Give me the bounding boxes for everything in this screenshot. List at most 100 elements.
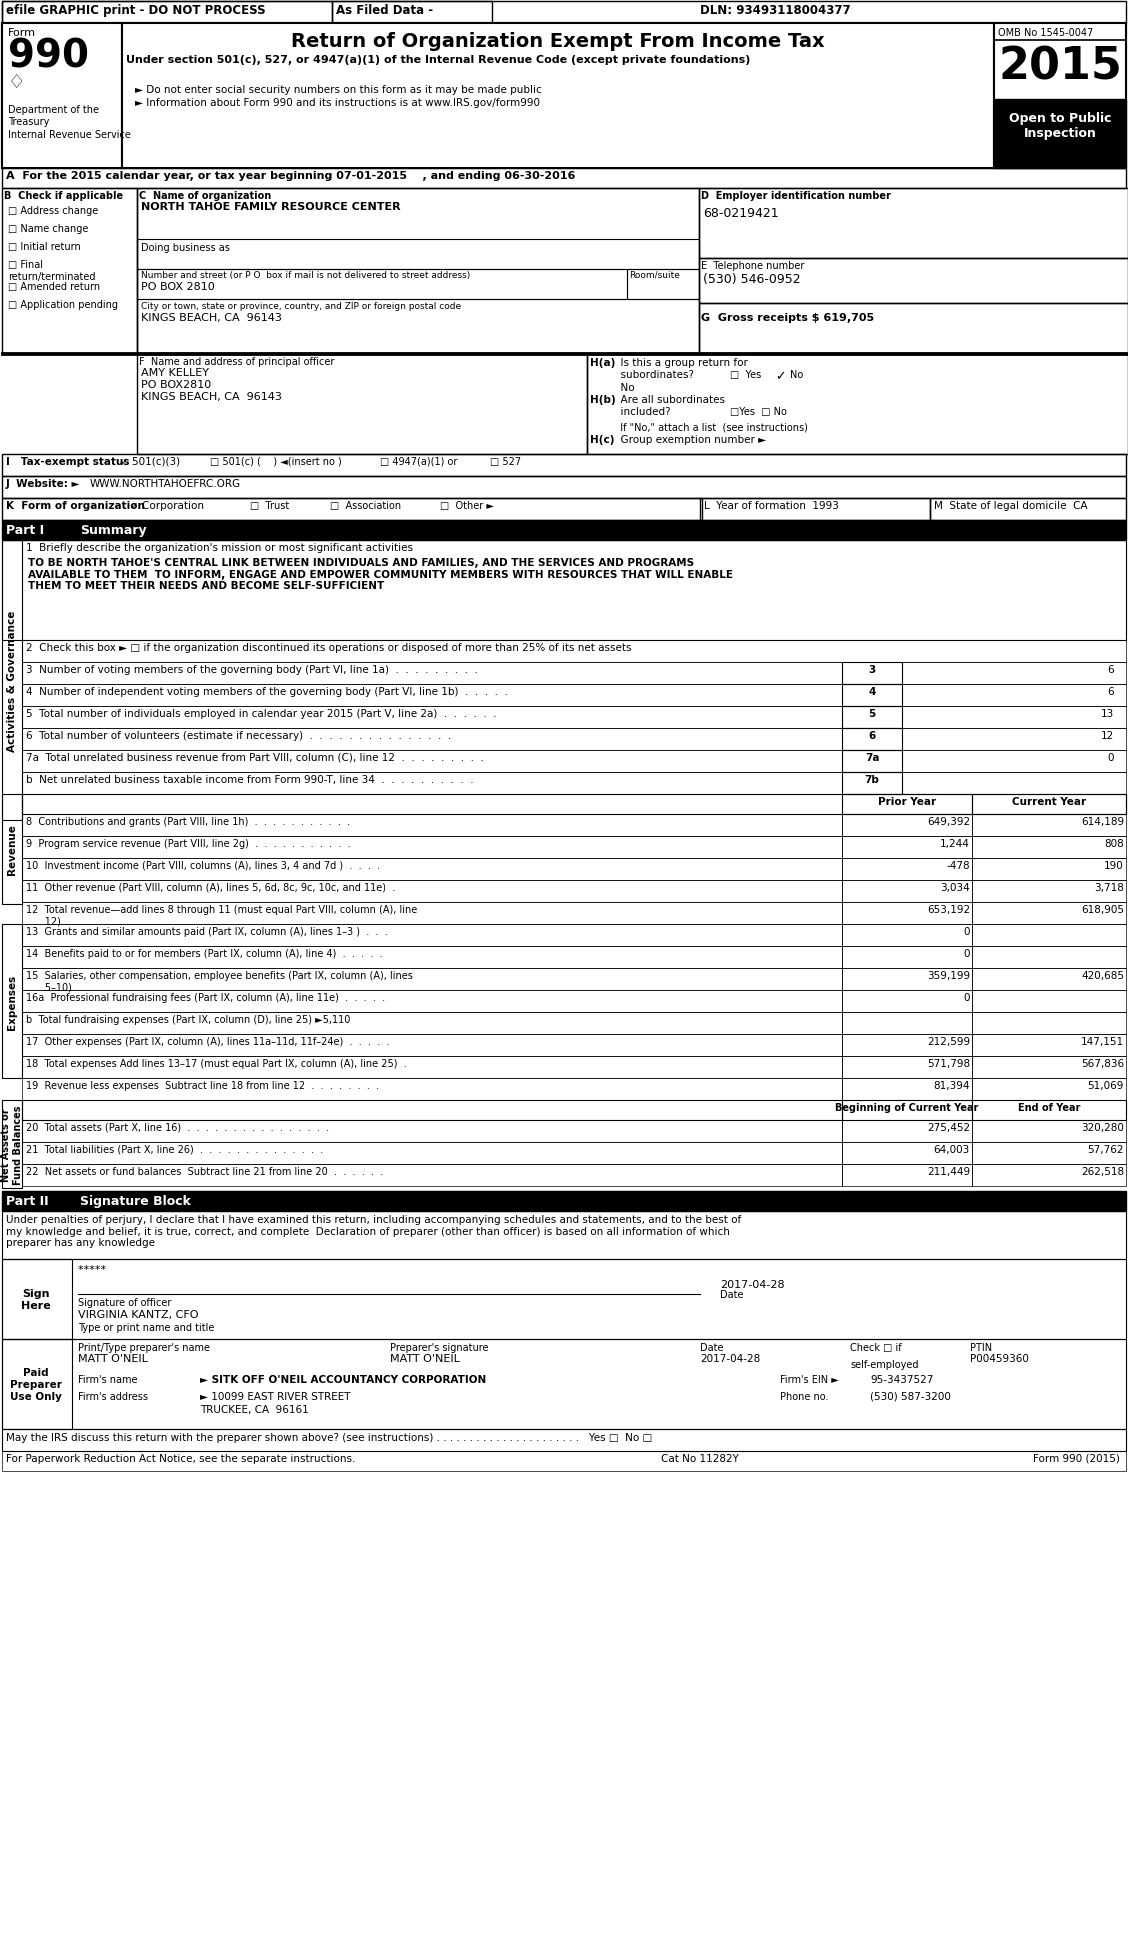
- Text: L  Year of formation  1993: L Year of formation 1993: [704, 500, 839, 510]
- Text: 7b: 7b: [864, 774, 880, 785]
- Text: 19  Revenue less expenses  Subtract line 18 from line 12  .  .  .  .  .  .  .  .: 19 Revenue less expenses Subtract line 1…: [26, 1080, 379, 1090]
- Text: 567,836: 567,836: [1081, 1059, 1123, 1068]
- Bar: [841, 772, 902, 795]
- Bar: [972, 836, 1126, 859]
- Text: ♢: ♢: [8, 74, 26, 91]
- Text: □ Initial return: □ Initial return: [8, 242, 81, 252]
- Bar: [23, 684, 841, 706]
- Bar: [23, 991, 841, 1012]
- Text: 6  Total number of volunteers (estimate if necessary)  .  .  .  .  .  .  .  .  .: 6 Total number of volunteers (estimate i…: [26, 731, 451, 741]
- Text: No: No: [790, 370, 803, 380]
- Text: Form 990 (2015): Form 990 (2015): [1033, 1452, 1120, 1464]
- Bar: [2, 1101, 23, 1189]
- Bar: [2, 2, 332, 23]
- Text: b  Net unrelated business taxable income from Form 990-T, line 34  .  .  .  .  .: b Net unrelated business taxable income …: [26, 774, 474, 785]
- Text: KINGS BEACH, CA  96143: KINGS BEACH, CA 96143: [141, 312, 282, 322]
- Text: 6: 6: [1108, 686, 1114, 696]
- Text: P00459360: P00459360: [970, 1353, 1029, 1363]
- Bar: [23, 1165, 841, 1187]
- Bar: [841, 902, 972, 925]
- Bar: [972, 946, 1126, 968]
- Text: WWW.NORTHTAHOEFRC.ORG: WWW.NORTHTAHOEFRC.ORG: [90, 479, 241, 489]
- Bar: [841, 1142, 972, 1165]
- Bar: [2, 23, 1126, 169]
- Bar: [587, 355, 1128, 456]
- Text: 21  Total liabilities (Part X, line 26)  .  .  .  .  .  .  .  .  .  .  .  .  .  : 21 Total liabilities (Part X, line 26) .…: [26, 1144, 324, 1154]
- Bar: [841, 795, 972, 814]
- Text: 190: 190: [1104, 861, 1123, 871]
- Text: Type or print name and title: Type or print name and title: [78, 1322, 214, 1332]
- Text: 571,798: 571,798: [927, 1059, 970, 1068]
- Text: PO BOX2810: PO BOX2810: [141, 380, 211, 390]
- Text: Prior Year: Prior Year: [878, 797, 936, 807]
- Text: E  Telephone number: E Telephone number: [700, 262, 804, 271]
- Text: Paid
Preparer
Use Only: Paid Preparer Use Only: [10, 1367, 62, 1400]
- Text: 13: 13: [1101, 708, 1114, 719]
- Text: 64,003: 64,003: [934, 1144, 970, 1154]
- Text: 9  Program service revenue (Part VIII, line 2g)  .  .  .  .  .  .  .  .  .  .  .: 9 Program service revenue (Part VIII, li…: [26, 838, 351, 849]
- Bar: [23, 1121, 841, 1142]
- Text: □ 4947(a)(1) or: □ 4947(a)(1) or: [380, 458, 457, 467]
- Bar: [841, 991, 972, 1012]
- Bar: [2, 188, 136, 353]
- Text: End of Year: End of Year: [1017, 1103, 1081, 1113]
- Text: 1,244: 1,244: [940, 838, 970, 849]
- Text: H(c): H(c): [590, 434, 615, 444]
- Text: ✓ Corporation: ✓ Corporation: [130, 500, 204, 510]
- Text: DLN: 93493118004377: DLN: 93493118004377: [700, 4, 851, 17]
- Text: 649,392: 649,392: [927, 816, 970, 826]
- Bar: [2, 23, 122, 169]
- Text: Beginning of Current Year: Beginning of Current Year: [836, 1103, 979, 1113]
- Text: 12: 12: [1101, 731, 1114, 741]
- Text: □ 527: □ 527: [490, 458, 521, 467]
- Text: 81,394: 81,394: [934, 1080, 970, 1090]
- Bar: [972, 1165, 1126, 1187]
- Text: 17  Other expenses (Part IX, column (A), lines 11a–11d, 11f–24e)  .  .  .  .  .: 17 Other expenses (Part IX, column (A), …: [26, 1037, 389, 1047]
- Bar: [23, 750, 841, 772]
- Bar: [2, 2, 1126, 23]
- Text: NORTH TAHOE FAMILY RESOURCE CENTER: NORTH TAHOE FAMILY RESOURCE CENTER: [141, 202, 400, 211]
- Bar: [841, 1101, 972, 1121]
- Text: Revenue: Revenue: [7, 824, 17, 874]
- Text: 4: 4: [869, 686, 875, 696]
- Text: 3: 3: [869, 665, 875, 675]
- Text: MATT O'NEIL: MATT O'NEIL: [78, 1353, 148, 1363]
- Bar: [136, 301, 699, 353]
- Bar: [700, 498, 929, 522]
- Text: For Paperwork Reduction Act Notice, see the separate instructions.: For Paperwork Reduction Act Notice, see …: [6, 1452, 355, 1464]
- Text: G  Gross receipts $ 619,705: G Gross receipts $ 619,705: [700, 312, 874, 322]
- Bar: [2, 541, 23, 820]
- Bar: [136, 240, 699, 270]
- Bar: [23, 859, 841, 880]
- Text: □ 501(c) (    ) ◄(insert no ): □ 501(c) ( ) ◄(insert no ): [210, 458, 342, 467]
- Text: 12  Total revenue—add lines 8 through 11 (must equal Part VIII, column (A), line: 12 Total revenue—add lines 8 through 11 …: [26, 904, 417, 927]
- Text: Cat No 11282Y: Cat No 11282Y: [661, 1452, 739, 1464]
- Bar: [122, 23, 994, 169]
- Bar: [23, 925, 841, 946]
- Text: 2017-04-28: 2017-04-28: [700, 1353, 760, 1363]
- Text: K  Form of organization: K Form of organization: [6, 500, 144, 510]
- Bar: [627, 270, 699, 301]
- Bar: [841, 1012, 972, 1035]
- Text: □ Application pending: □ Application pending: [8, 301, 118, 310]
- Text: PTIN: PTIN: [970, 1342, 993, 1351]
- Text: 15  Salaries, other compensation, employee benefits (Part IX, column (A), lines
: 15 Salaries, other compensation, employe…: [26, 971, 413, 993]
- Text: D  Employer identification number: D Employer identification number: [700, 190, 891, 202]
- Text: 808: 808: [1104, 838, 1123, 849]
- Bar: [23, 1057, 841, 1078]
- Text: PO BOX 2810: PO BOX 2810: [141, 281, 214, 293]
- Text: C  Name of organization: C Name of organization: [139, 190, 271, 202]
- Bar: [2, 1258, 1126, 1340]
- Text: 653,192: 653,192: [927, 904, 970, 915]
- Text: b  Total fundraising expenses (Part IX, column (D), line 25) ►5,110: b Total fundraising expenses (Part IX, c…: [26, 1014, 351, 1024]
- Text: MATT O'NEIL: MATT O'NEIL: [390, 1353, 460, 1363]
- Text: Check □ if: Check □ if: [851, 1342, 901, 1351]
- Text: Firm's name: Firm's name: [78, 1375, 138, 1384]
- Bar: [972, 925, 1126, 946]
- Text: Under penalties of perjury, I declare that I have examined this return, includin: Under penalties of perjury, I declare th…: [6, 1214, 741, 1247]
- Bar: [994, 23, 1126, 169]
- Bar: [902, 706, 1126, 729]
- Text: Net Assets or
Fund Balances: Net Assets or Fund Balances: [1, 1105, 23, 1185]
- Text: 1  Briefly describe the organization's mission or most significant activities: 1 Briefly describe the organization's mi…: [26, 543, 413, 553]
- Text: included?: included?: [614, 407, 671, 417]
